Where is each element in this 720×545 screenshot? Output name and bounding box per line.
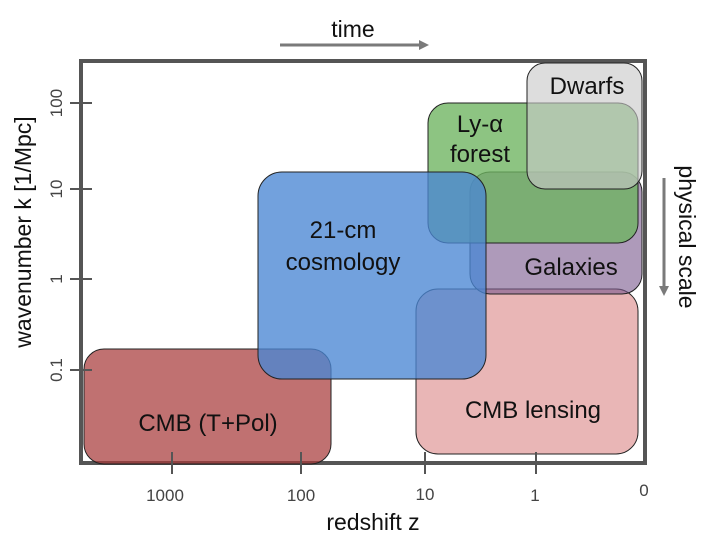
label-cmb-lensing: CMB lensing bbox=[465, 397, 601, 424]
y-tick-label: 1 bbox=[47, 274, 66, 283]
label-galaxies: Galaxies bbox=[524, 254, 617, 281]
physical-scale-label: physical scale bbox=[674, 165, 700, 308]
plot-frame bbox=[79, 59, 647, 465]
x-tick-label: 1000 bbox=[146, 486, 184, 505]
label-ly-alpha-line2: forest bbox=[450, 141, 510, 168]
y-axis-title: wavenumber k [1/Mpc] bbox=[10, 116, 36, 348]
x-tick-label: 10 bbox=[416, 485, 435, 504]
y-axis: 100 10 1 0.1 wavenumber k [1/Mpc] bbox=[10, 89, 92, 382]
physical-scale-arrow: physical scale bbox=[659, 165, 700, 309]
time-arrow-label: time bbox=[331, 16, 374, 42]
label-ly-alpha-line1: Ly-α bbox=[457, 111, 503, 138]
y-tick-label: 10 bbox=[47, 180, 66, 199]
region-cmb-tpol bbox=[83, 348, 332, 465]
x-axis: 1000 100 10 1 0 redshift z bbox=[146, 452, 649, 535]
x-axis-title: redshift z bbox=[326, 509, 419, 535]
time-arrow: time bbox=[280, 16, 429, 50]
y-tick-label: 100 bbox=[47, 89, 66, 117]
x-tick-label: 100 bbox=[287, 486, 315, 505]
probe-regions bbox=[83, 62, 643, 465]
region-21cm-cosmology bbox=[257, 171, 487, 380]
y-tick-label: 0.1 bbox=[47, 358, 66, 382]
label-cmb-tpol: CMB (T+Pol) bbox=[138, 410, 277, 437]
x-tick-label: 0 bbox=[639, 481, 648, 500]
label-dwarfs: Dwarfs bbox=[550, 73, 625, 100]
region-dwarfs bbox=[526, 62, 643, 190]
x-tick-label: 1 bbox=[530, 486, 539, 505]
label-21cm-line1: 21-cm bbox=[310, 217, 377, 244]
label-21cm-line2: cosmology bbox=[286, 249, 401, 276]
region-labels: CMB (T+Pol) CMB lensing Galaxies Ly-α fo… bbox=[138, 73, 624, 437]
